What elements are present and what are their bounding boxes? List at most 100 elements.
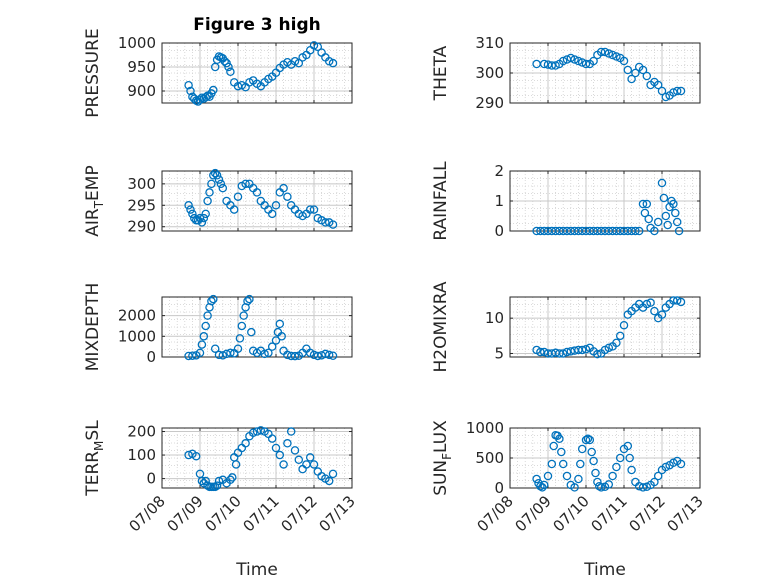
data-point <box>625 453 634 463</box>
x-tick-label: 07/08 <box>474 492 517 535</box>
data-point <box>640 208 650 218</box>
subplot-6: 5 10 H2OMIXRA <box>431 281 701 373</box>
data-point <box>623 65 633 75</box>
data-point <box>237 321 247 331</box>
data-point <box>536 481 545 491</box>
data-point <box>197 340 207 349</box>
data-point <box>321 218 330 227</box>
y-axis-label: THETA <box>431 45 451 101</box>
data-point <box>195 213 205 223</box>
data-point <box>644 214 653 224</box>
data-point <box>199 213 209 223</box>
data-point <box>589 456 598 466</box>
data-point <box>197 218 207 227</box>
data-point <box>229 205 239 214</box>
data-point <box>558 56 568 66</box>
data-point <box>577 58 587 67</box>
data-point <box>309 460 319 469</box>
y-tick-label: 1 <box>494 192 504 210</box>
subplot-1: 900 950 1000 PRESSURE <box>83 28 353 118</box>
data-point <box>663 220 672 230</box>
data-point <box>532 474 541 484</box>
data-point <box>197 476 207 486</box>
data-point <box>612 338 621 348</box>
data-point <box>555 434 564 444</box>
data-point <box>671 208 680 218</box>
data-point <box>674 226 684 236</box>
data-point <box>271 443 281 453</box>
data-point <box>252 188 262 197</box>
y-tick-label: 295 <box>127 196 156 214</box>
data-point <box>547 459 557 469</box>
data-point <box>210 344 220 353</box>
data-point <box>191 451 201 461</box>
data-point <box>604 343 614 353</box>
data-point <box>231 460 241 469</box>
data-point <box>577 345 587 355</box>
data-point <box>672 217 682 227</box>
x-tick-label: 07/12 <box>626 492 669 535</box>
y-tick-label: 1000 <box>118 34 156 52</box>
data-point <box>271 201 281 210</box>
data-point <box>657 178 667 188</box>
data-point <box>264 348 273 358</box>
data-point <box>539 480 549 490</box>
data-point <box>638 483 648 492</box>
data-point <box>532 59 541 69</box>
data-point <box>570 55 579 64</box>
data-point <box>209 171 218 180</box>
data-point <box>188 209 197 219</box>
data-point <box>612 462 621 472</box>
y-tick-label: 2000 <box>118 307 156 325</box>
data-point <box>224 62 233 72</box>
data-point <box>577 444 587 454</box>
data-point <box>279 183 288 193</box>
data-point <box>201 209 210 219</box>
y-tick-label: 2 <box>494 162 504 180</box>
subplot-2: 290 300 310 THETA <box>431 34 701 112</box>
data-point <box>218 351 228 360</box>
data-point <box>209 85 218 95</box>
data-point <box>283 192 292 201</box>
data-point <box>271 336 281 345</box>
data-point <box>277 332 286 341</box>
data-point <box>283 439 292 448</box>
data-point <box>631 226 640 236</box>
subplot-3: 290 295 300 AIRTEMP <box>83 165 353 237</box>
data-point <box>659 193 669 203</box>
data-point <box>186 205 195 214</box>
data-point <box>634 226 644 236</box>
data-point <box>650 226 659 236</box>
data-point <box>604 49 614 58</box>
data-point <box>313 467 323 476</box>
data-point <box>324 476 334 486</box>
data-point <box>321 349 330 359</box>
y-tick-label: 500 <box>475 449 504 467</box>
data-point <box>562 471 572 481</box>
data-point <box>623 441 633 451</box>
y-axis-label: H2OMIXRA <box>431 281 451 372</box>
data-point <box>220 56 229 66</box>
data-point <box>581 59 591 69</box>
y-tick-label: 0 <box>494 479 504 497</box>
data-point <box>657 310 667 319</box>
y-tick-label: 1000 <box>118 327 156 345</box>
x-tick-label: 07/11 <box>588 492 631 535</box>
subplot-5: 0 1000 2000 MIXDEPTH <box>83 283 353 371</box>
x-tick-label: 07/09 <box>512 492 555 535</box>
data-point <box>676 86 686 96</box>
data-point <box>203 311 212 320</box>
y-tick-label: 1000 <box>466 419 504 437</box>
data-point <box>676 297 686 307</box>
data-point <box>290 351 300 361</box>
y-axis-label: AIRTEMP <box>83 165 106 236</box>
data-point <box>661 92 671 102</box>
data-point <box>612 52 621 61</box>
data-point <box>309 41 319 50</box>
data-point <box>279 460 288 469</box>
data-point <box>589 56 598 66</box>
data-point <box>595 481 604 491</box>
data-point <box>619 56 629 66</box>
data-point <box>566 53 576 63</box>
y-tick-label: 200 <box>127 423 156 441</box>
